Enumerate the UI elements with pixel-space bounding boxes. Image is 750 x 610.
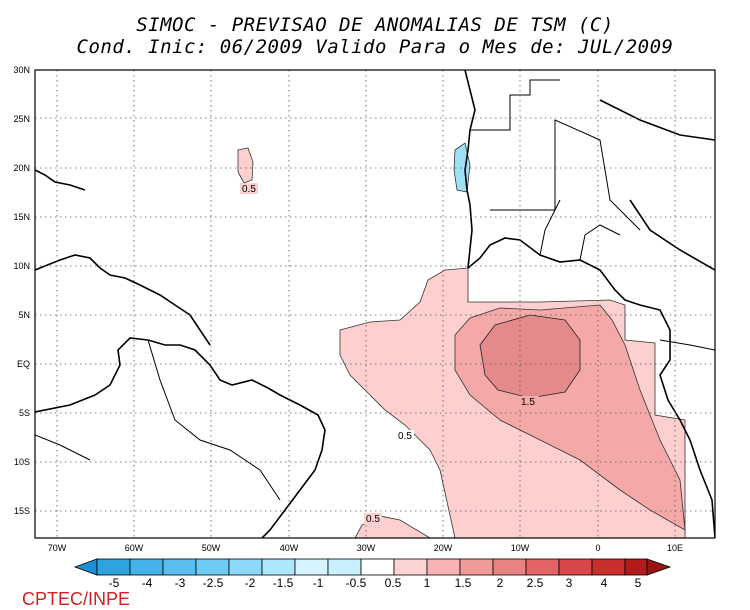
colorbar-box bbox=[558, 558, 593, 576]
lon-tick: 0 bbox=[595, 543, 600, 553]
lon-tick: 10E bbox=[667, 543, 683, 553]
lon-tick-labels: 70W 60W 50W 40W 30W 20W 10W 0 10E bbox=[48, 543, 683, 553]
anomaly-region-1.5 bbox=[479, 314, 581, 399]
colorbar-label: -4 bbox=[142, 576, 153, 590]
lat-tick: 10N bbox=[13, 261, 30, 271]
colorbar-box bbox=[492, 558, 527, 576]
colorbar-box bbox=[591, 558, 626, 576]
colorbar bbox=[73, 558, 672, 576]
lon-tick: 70W bbox=[48, 543, 67, 553]
colorbar-label: -2 bbox=[245, 576, 256, 590]
colorbar-label: 3 bbox=[566, 576, 573, 590]
contour-labels: 0.5 0.5 1.5 0.5 bbox=[240, 183, 539, 525]
colorbar-box bbox=[261, 558, 296, 576]
colorbar-box bbox=[195, 558, 230, 576]
lat-tick: 30N bbox=[13, 65, 30, 75]
colorbar-label: 1.5 bbox=[455, 576, 472, 590]
contour-label-west: 0.5 bbox=[398, 431, 412, 442]
colorbar-box bbox=[393, 558, 428, 576]
colorbar-box bbox=[129, 558, 164, 576]
lat-tick-labels: 30N 25N 20N 15N 10N 5N EQ 5S 10S 15S bbox=[13, 65, 30, 516]
map-plot-area: 0.5 0.5 1.5 0.5 bbox=[35, 70, 715, 538]
colorbar-label: -1 bbox=[313, 576, 324, 590]
colorbar-box bbox=[162, 558, 197, 576]
colorbar-box bbox=[360, 558, 395, 576]
colorbar-label: -0.5 bbox=[346, 576, 367, 590]
contour-label-north: 0.5 bbox=[242, 184, 256, 195]
colorbar-box bbox=[426, 558, 461, 576]
colorbar-box bbox=[525, 558, 560, 576]
colorbar-box bbox=[294, 558, 329, 576]
colorbar-box bbox=[327, 558, 362, 576]
lat-tick: 5S bbox=[19, 408, 30, 418]
colorbar-labels: -5 -4 -3 -2.5 -2 -1.5 -1 -0.5 0.5 1 1.5 … bbox=[109, 576, 642, 590]
lon-tick: 10W bbox=[511, 543, 530, 553]
grid-lines bbox=[35, 70, 715, 538]
lon-tick: 30W bbox=[357, 543, 376, 553]
colorbar-left-arrow bbox=[73, 558, 98, 576]
lat-tick: 15S bbox=[14, 506, 30, 516]
colorbar-label: -1.5 bbox=[273, 576, 294, 590]
colorbar-box bbox=[228, 558, 263, 576]
colorbar-label: -5 bbox=[109, 576, 120, 590]
colorbar-right-arrow bbox=[646, 558, 672, 576]
anomaly-region-small-north bbox=[237, 147, 254, 184]
coastlines bbox=[35, 70, 715, 538]
map-subtitle: Cond. Inic: 06/2009 Valido Para o Mes de… bbox=[76, 36, 674, 58]
lat-tick: 20N bbox=[13, 163, 30, 173]
lat-tick: 5N bbox=[18, 310, 30, 320]
contour-label-core: 1.5 bbox=[521, 397, 535, 408]
lat-tick: 10S bbox=[14, 457, 30, 467]
colorbar-box bbox=[624, 558, 648, 576]
lon-tick: 60W bbox=[125, 543, 144, 553]
lon-tick: 20W bbox=[434, 543, 453, 553]
colorbar-box bbox=[459, 558, 494, 576]
colorbar-label: 2.5 bbox=[527, 576, 544, 590]
contour-label-south: 0.5 bbox=[366, 514, 380, 525]
map-title: SIMOC - PREVISAO DE ANOMALIAS DE TSM (C) bbox=[136, 14, 614, 36]
lat-tick: EQ bbox=[17, 359, 30, 369]
credit-text: CPTEC/INPE bbox=[22, 589, 131, 609]
colorbar-label: -2.5 bbox=[203, 576, 224, 590]
colorbar-box bbox=[96, 558, 131, 576]
lon-tick: 40W bbox=[280, 543, 299, 553]
lat-tick: 25N bbox=[13, 114, 30, 124]
colorbar-label: 2 bbox=[497, 576, 504, 590]
lat-tick: 15N bbox=[13, 212, 30, 222]
lon-tick: 50W bbox=[202, 543, 221, 553]
colorbar-label: -3 bbox=[175, 576, 186, 590]
colorbar-label: 0.5 bbox=[385, 576, 402, 590]
colorbar-label: 4 bbox=[601, 576, 608, 590]
colorbar-label: 5 bbox=[635, 576, 642, 590]
colorbar-label: 1 bbox=[424, 576, 431, 590]
map-frame bbox=[34, 69, 716, 539]
